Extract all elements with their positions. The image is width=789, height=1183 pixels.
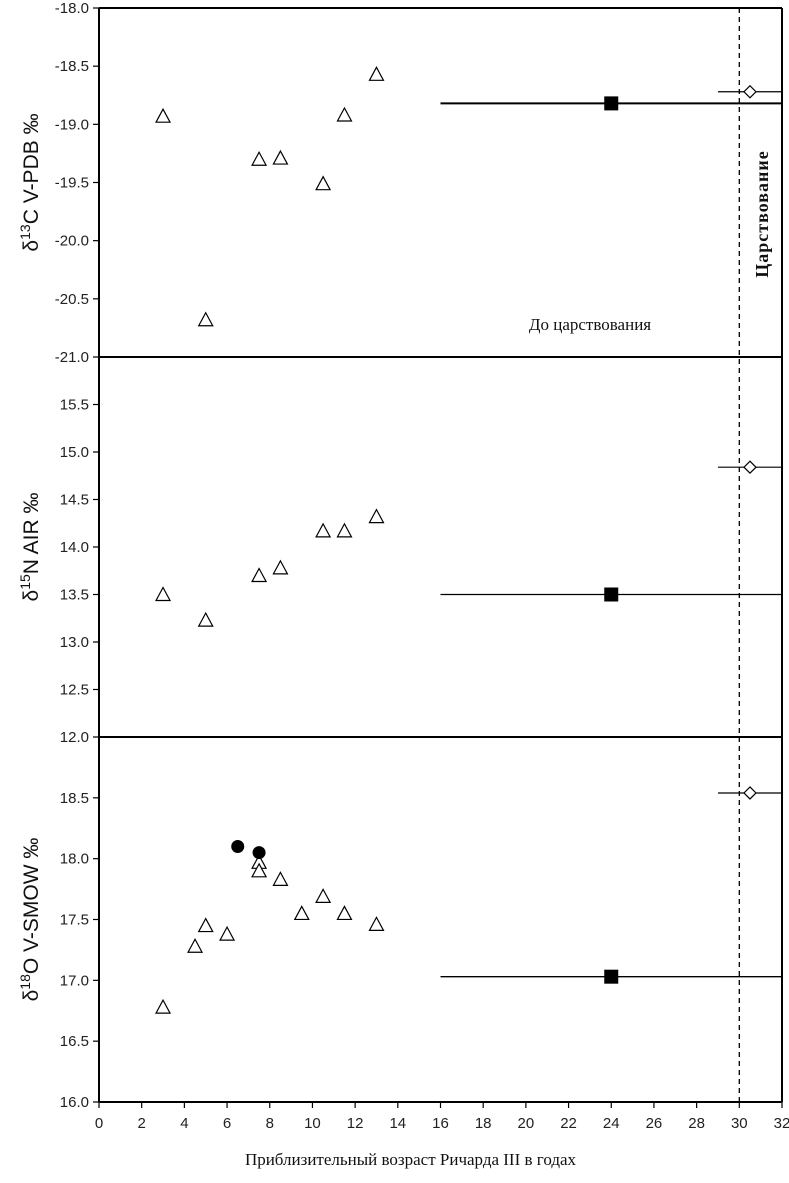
triangle-marker [336, 522, 353, 538]
y-tick-label: -19.5 [55, 175, 89, 192]
square-marker [604, 96, 619, 111]
y-tick-label: 17.5 [60, 912, 89, 929]
triangle-marker [155, 107, 172, 123]
x-tick-label: 16 [432, 1115, 449, 1132]
triangle-marker [336, 106, 353, 122]
triangle-marker [315, 888, 332, 903]
triangle-marker [315, 175, 332, 191]
y-tick-label: 12.0 [60, 729, 89, 746]
y-tick-label: -21.0 [55, 349, 89, 366]
y-tick-label: 17.0 [60, 972, 89, 989]
panel-3-y-axis-label: δ18O V-SMOW ‰ [17, 838, 43, 1002]
y-tick-label: 15.5 [60, 397, 89, 414]
triangle-marker [251, 862, 268, 878]
triangle-marker [315, 522, 332, 538]
y-tick-label: -20.0 [55, 233, 89, 250]
square-marker [604, 587, 619, 602]
diamond-marker [743, 460, 757, 475]
triangle-marker [197, 611, 214, 627]
x-tick-label: 18 [475, 1115, 492, 1132]
y-tick-label: 18.5 [60, 790, 89, 807]
triangle-marker [187, 938, 204, 953]
x-tick-label: 24 [603, 1115, 620, 1132]
y-tick-label: 14.5 [60, 492, 89, 509]
y-tick-label: 15.0 [60, 444, 89, 461]
x-axis-label: Приблизительный возраст Ричарда III в го… [245, 1150, 577, 1169]
reign-annotation: Царствование [752, 150, 772, 277]
y-tick-label: -18.5 [55, 58, 89, 75]
panel-1-y-axis-label: δ13C V-PDB ‰ [17, 113, 43, 251]
y-tick-label: 18.0 [60, 851, 89, 868]
y-tick-label: 14.0 [60, 539, 89, 556]
triangle-marker [368, 508, 385, 524]
circle-marker [252, 846, 266, 860]
x-tick-label: 32 [774, 1115, 789, 1132]
triangle-marker [368, 916, 385, 931]
before-reign-annotation: До царствования [529, 315, 651, 334]
x-tick-label: 28 [688, 1115, 705, 1132]
panel-2-y-axis-label: δ15N AIR ‰ [17, 493, 43, 602]
triangle-marker [272, 559, 289, 575]
triangle-marker [272, 871, 289, 886]
triangle-marker [219, 925, 236, 941]
x-tick-label: 12 [347, 1115, 364, 1132]
y-tick-label: -18.0 [55, 0, 89, 17]
triangle-marker [155, 586, 172, 602]
y-tick-label: -20.5 [55, 291, 89, 308]
y-tick-label: 16.0 [60, 1094, 89, 1111]
triangle-marker [197, 311, 214, 327]
x-tick-label: 30 [731, 1115, 748, 1132]
x-tick-label: 14 [389, 1115, 406, 1132]
triangle-marker [251, 150, 268, 166]
x-tick-label: 20 [518, 1115, 535, 1132]
x-tick-label: 6 [223, 1115, 231, 1132]
triangle-marker [251, 567, 268, 583]
triangle-marker [272, 149, 289, 165]
triangle-marker [368, 66, 385, 81]
triangle-marker [293, 905, 310, 921]
x-tick-label: 8 [266, 1115, 274, 1132]
diamond-marker [743, 84, 757, 99]
triangle-marker [155, 998, 172, 1014]
y-tick-label: 16.5 [60, 1033, 89, 1050]
triangle-marker [197, 917, 214, 933]
triangle-marker [336, 905, 353, 921]
y-tick-label: 13.0 [60, 634, 89, 651]
x-tick-label: 4 [180, 1115, 188, 1132]
circle-marker [231, 840, 245, 853]
diamond-marker [743, 786, 757, 800]
x-tick-label: 2 [138, 1115, 146, 1132]
x-tick-label: 0 [95, 1115, 103, 1132]
y-tick-label: -19.0 [55, 116, 89, 133]
square-marker [604, 969, 619, 984]
y-tick-label: 13.5 [60, 587, 89, 604]
x-tick-label: 22 [560, 1115, 577, 1132]
x-tick-label: 26 [646, 1115, 663, 1132]
x-tick-label: 10 [304, 1115, 321, 1132]
y-tick-label: 12.5 [60, 682, 89, 699]
